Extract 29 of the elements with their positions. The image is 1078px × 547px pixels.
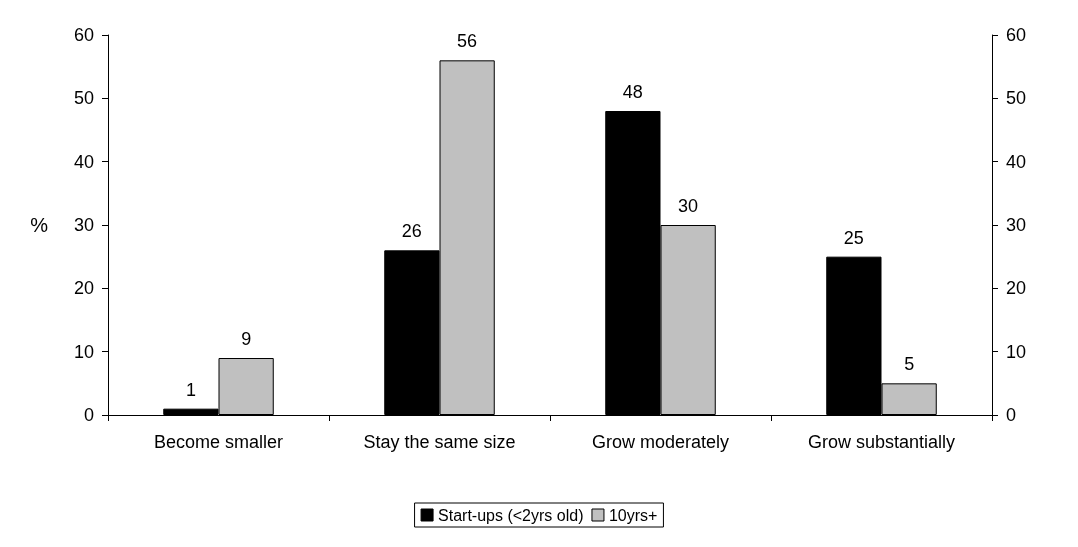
y-tick-label: 30 — [73, 215, 94, 235]
y2-tick-label: 40 — [1006, 151, 1027, 172]
y2-tick-label: 50 — [1006, 88, 1027, 109]
y-tick-label: 10 — [73, 341, 94, 362]
y2-tick-label: 20 — [1006, 278, 1027, 299]
data-label: 48 — [622, 82, 643, 102]
data-label: 5 — [904, 354, 915, 375]
y2-tick-label: 0 — [1006, 405, 1017, 425]
legend-label: Start-ups (<2yrs old) — [438, 506, 584, 524]
y-tick-label: 0 — [83, 405, 94, 425]
y-tick-label: 40 — [73, 151, 94, 172]
x-tick-label: Become smaller — [153, 432, 284, 452]
legend-label: 10yrs+ — [608, 506, 658, 524]
y2-tick-label: 60 — [1006, 25, 1027, 45]
y2-tick-label: 30 — [1006, 215, 1027, 235]
x-tick-label: Grow substantially — [807, 432, 956, 452]
y-tick-label: 20 — [73, 278, 94, 299]
data-label: 1 — [185, 379, 196, 400]
y2-tick-label: 10 — [1006, 341, 1027, 362]
x-tick-label: Grow moderately — [591, 432, 730, 452]
y-tick-label: 50 — [73, 88, 94, 109]
data-label: 26 — [401, 221, 422, 242]
data-label: 25 — [843, 227, 864, 248]
data-label: 56 — [457, 31, 478, 52]
data-label: 30 — [678, 196, 699, 216]
data-label: 9 — [241, 329, 252, 349]
y-tick-label: 60 — [73, 25, 94, 45]
x-tick-label: Stay the same size — [363, 432, 516, 452]
y-axis-title: % — [30, 214, 49, 236]
